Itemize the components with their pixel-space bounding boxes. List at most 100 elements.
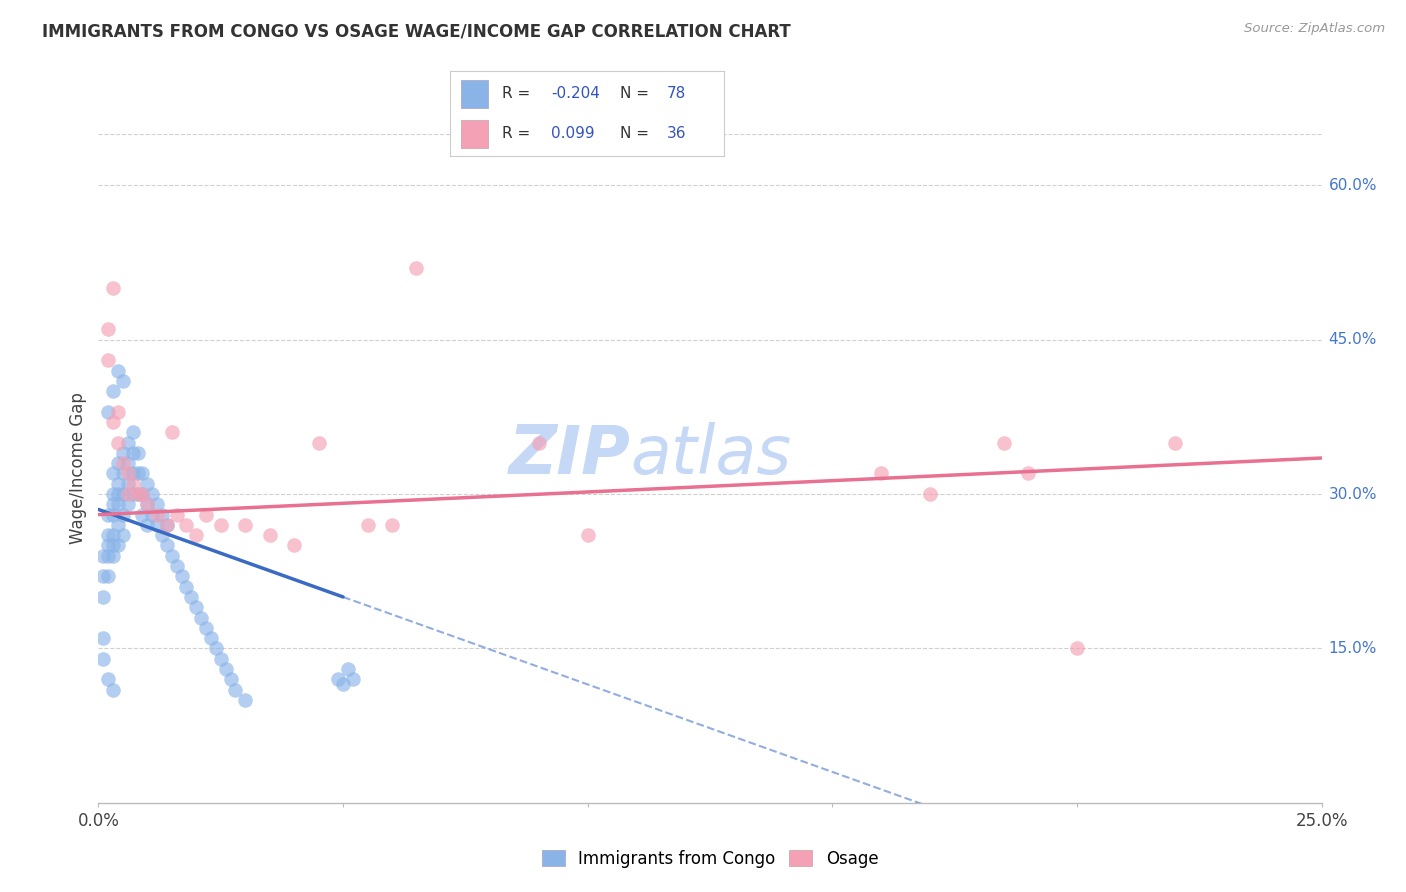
Point: [117, 487, 139, 501]
Point: [141, 487, 163, 501]
Point: [121, 446, 143, 460]
Point: [101, 467, 124, 481]
Point: [101, 549, 124, 563]
Point: [166, 508, 188, 522]
Point: [97, 549, 120, 563]
Point: [101, 384, 124, 398]
Point: [209, 651, 232, 665]
Text: -0.204: -0.204: [551, 87, 600, 102]
FancyBboxPatch shape: [461, 120, 488, 147]
Point: [131, 487, 153, 501]
Point: [107, 517, 129, 532]
Point: [121, 425, 143, 440]
Point: [170, 569, 193, 583]
Point: [1066, 641, 1088, 656]
Point: [101, 528, 124, 542]
Point: [136, 497, 159, 511]
Point: [150, 528, 173, 542]
Point: [141, 508, 163, 522]
Point: [209, 517, 232, 532]
Point: [131, 508, 153, 522]
Point: [127, 487, 149, 501]
Point: [336, 662, 359, 676]
Point: [328, 673, 350, 687]
Point: [101, 415, 124, 429]
Point: [101, 682, 124, 697]
Point: [111, 446, 134, 460]
Point: [136, 517, 159, 532]
Point: [156, 539, 179, 553]
Point: [1017, 467, 1039, 481]
Point: [101, 497, 124, 511]
Point: [136, 476, 159, 491]
Text: 30.0%: 30.0%: [1329, 486, 1376, 501]
Point: [576, 528, 599, 542]
Point: [91, 549, 114, 563]
Y-axis label: Wage/Income Gap: Wage/Income Gap: [69, 392, 87, 544]
Point: [117, 476, 139, 491]
Point: [146, 497, 169, 511]
Point: [150, 508, 173, 522]
Point: [97, 353, 120, 368]
Point: [127, 487, 149, 501]
Point: [97, 569, 120, 583]
Point: [97, 405, 120, 419]
Point: [870, 467, 893, 481]
Point: [233, 693, 256, 707]
Point: [107, 497, 129, 511]
Point: [200, 631, 222, 645]
Point: [1164, 435, 1187, 450]
Point: [91, 651, 114, 665]
Point: [195, 621, 218, 635]
Point: [107, 405, 129, 419]
Point: [224, 682, 246, 697]
Point: [127, 446, 149, 460]
Point: [111, 487, 134, 501]
Point: [127, 467, 149, 481]
Point: [107, 435, 129, 450]
Point: [111, 374, 134, 388]
Point: [166, 559, 188, 574]
Point: [121, 487, 143, 501]
Legend: Immigrants from Congo, Osage: Immigrants from Congo, Osage: [536, 844, 884, 875]
Point: [91, 569, 114, 583]
Point: [107, 487, 129, 501]
Text: 36: 36: [666, 126, 686, 141]
Point: [176, 517, 198, 532]
Point: [405, 260, 427, 275]
Point: [107, 363, 129, 377]
Point: [107, 456, 129, 470]
Point: [214, 662, 236, 676]
Point: [156, 517, 179, 532]
Point: [111, 508, 134, 522]
Point: [219, 673, 242, 687]
Point: [186, 528, 208, 542]
Text: R =: R =: [502, 126, 536, 141]
Point: [97, 673, 120, 687]
Point: [117, 467, 139, 481]
Text: 15.0%: 15.0%: [1329, 641, 1376, 656]
Point: [101, 539, 124, 553]
Point: [107, 476, 129, 491]
Point: [131, 487, 153, 501]
Text: ZIP: ZIP: [509, 422, 630, 488]
Point: [186, 600, 208, 615]
Point: [146, 517, 169, 532]
Point: [332, 677, 354, 691]
Point: [97, 528, 120, 542]
Point: [97, 508, 120, 522]
Point: [97, 322, 120, 336]
Point: [91, 631, 114, 645]
Point: [111, 467, 134, 481]
Point: [117, 435, 139, 450]
Point: [121, 467, 143, 481]
Point: [308, 435, 330, 450]
Point: [195, 508, 218, 522]
Point: [205, 641, 228, 656]
Point: [111, 528, 134, 542]
Point: [101, 487, 124, 501]
Point: [111, 456, 134, 470]
Point: [233, 517, 256, 532]
Text: Source: ZipAtlas.com: Source: ZipAtlas.com: [1244, 22, 1385, 36]
Text: IMMIGRANTS FROM CONGO VS OSAGE WAGE/INCOME GAP CORRELATION CHART: IMMIGRANTS FROM CONGO VS OSAGE WAGE/INCO…: [42, 22, 792, 40]
